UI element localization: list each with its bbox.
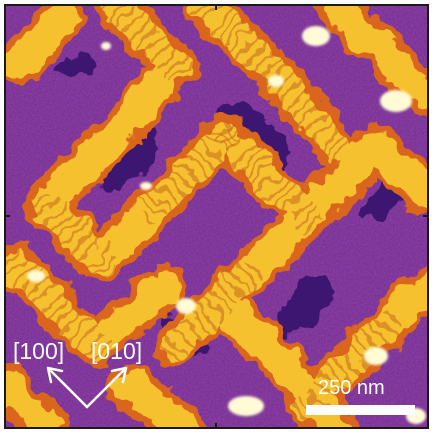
frame-tick-bottom	[215, 423, 217, 429]
frame-tick-left	[4, 215, 10, 217]
stm-topography-image	[6, 6, 427, 427]
direction-label-a: [100]	[13, 338, 65, 364]
frame-tick-top	[215, 4, 217, 10]
scale-bar-label: 250 nm	[318, 377, 385, 399]
frame-tick-right	[423, 215, 429, 217]
scale-bar	[306, 405, 415, 415]
image-frame	[4, 4, 429, 429]
direction-label-b: [010]	[91, 338, 143, 364]
bright-highlights	[27, 26, 426, 424]
